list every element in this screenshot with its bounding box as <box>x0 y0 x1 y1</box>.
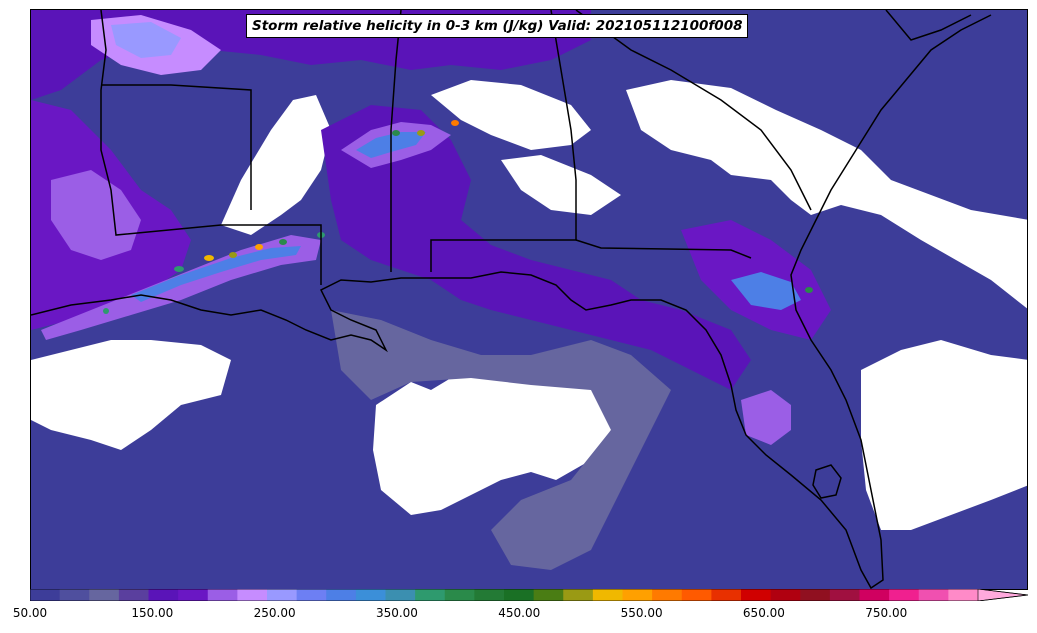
colorbar-swatch <box>741 589 772 601</box>
field-band-la-core <box>131 246 301 302</box>
colorbar-swatch <box>415 589 446 601</box>
cell-marker <box>392 130 400 136</box>
colorbar-swatch <box>918 589 949 601</box>
cell-marker <box>204 255 214 261</box>
field-below-threshold-midsouth <box>431 80 591 150</box>
colorbar-swatches <box>30 589 979 601</box>
field-purple-central <box>321 105 751 390</box>
colorbar-tick-label: 350.00 <box>375 606 418 620</box>
colorbar-swatch <box>444 589 475 601</box>
colorbar-tick-label: 450.00 <box>498 606 541 620</box>
field-below-threshold-arkansas <box>221 95 331 235</box>
colorbar-swatch <box>474 589 505 601</box>
cell-marker <box>174 266 184 272</box>
colorbar-swatch <box>829 589 861 601</box>
field-below-threshold-gulf <box>373 372 616 515</box>
field-below-threshold-ga <box>501 155 621 215</box>
coastline <box>31 14 992 589</box>
state-border <box>100 10 322 285</box>
colorbar-swatch <box>859 589 890 601</box>
colorbar-swatch <box>563 589 594 601</box>
colorbar-swatch <box>267 589 298 601</box>
helicity-map <box>31 10 1027 589</box>
colorbar-swatch <box>770 589 801 601</box>
colorbar-extend-arrow <box>977 589 1028 601</box>
colorbar-swatch <box>652 589 683 601</box>
colorbar-swatch <box>326 589 357 601</box>
colorbar-swatch <box>592 589 624 601</box>
cell-marker <box>279 239 287 245</box>
colorbar-swatch <box>296 589 327 601</box>
cell-marker <box>805 287 813 293</box>
state-border <box>390 10 402 272</box>
colorbar-swatch <box>237 589 268 601</box>
colorbar-outline <box>30 589 1028 601</box>
cell-marker <box>255 244 263 250</box>
state-border <box>430 10 577 272</box>
colorbar-tick-label: 50.00 <box>12 606 48 620</box>
field-below-threshold-texas <box>31 340 231 450</box>
colorbar-tick-label: 550.00 <box>620 606 663 620</box>
colorbar <box>30 589 1028 601</box>
state-border <box>885 10 972 41</box>
field-cell-fl <box>731 272 801 310</box>
colorbar-swatch <box>207 589 238 601</box>
field-blue-north <box>111 22 181 58</box>
state-border <box>575 10 812 211</box>
colorbar-swatch <box>59 589 90 601</box>
boundaries <box>31 10 992 589</box>
colorbar-swatch <box>533 589 564 601</box>
lake-okeechobee <box>812 464 842 499</box>
cell-marker <box>417 130 425 136</box>
cell-marker <box>229 252 237 258</box>
hot-cells <box>103 120 813 314</box>
colorbar-swatch <box>89 589 120 601</box>
field-below-threshold-east <box>626 80 1027 309</box>
helicity-field <box>31 10 1027 589</box>
cell-marker <box>451 120 459 126</box>
colorbar-tick-label: 750.00 <box>865 606 908 620</box>
colorbar-swatch <box>622 589 653 601</box>
colorbar-swatch <box>355 589 387 601</box>
colorbar-tick-label: 150.00 <box>131 606 174 620</box>
colorbar-swatch <box>178 589 209 601</box>
colorbar-swatch <box>385 589 416 601</box>
cell-marker <box>103 308 109 314</box>
colorbar-swatch <box>148 589 179 601</box>
colorbar-swatch <box>30 589 61 601</box>
state-border <box>575 239 752 259</box>
field-purple-swfl <box>741 390 791 445</box>
field-below-threshold-atlantic <box>861 340 1027 530</box>
colorbar-tick-label: 250.00 <box>253 606 296 620</box>
map-panel <box>30 9 1028 590</box>
colorbar-swatch <box>681 589 712 601</box>
field-purple-coast <box>331 310 671 570</box>
colorbar-swatch <box>948 589 979 601</box>
colorbar-tick-label: 650.00 <box>742 606 785 620</box>
colorbar-swatch <box>711 589 742 601</box>
map-title: Storm relative helicity in 0-3 km (J/kg)… <box>246 14 749 38</box>
state-border <box>101 84 252 210</box>
colorbar-swatch <box>504 589 535 601</box>
colorbar-swatch <box>800 589 831 601</box>
colorbar-swatch <box>118 589 150 601</box>
colorbar-swatch <box>889 589 920 601</box>
field-purple-light-west <box>51 170 141 260</box>
